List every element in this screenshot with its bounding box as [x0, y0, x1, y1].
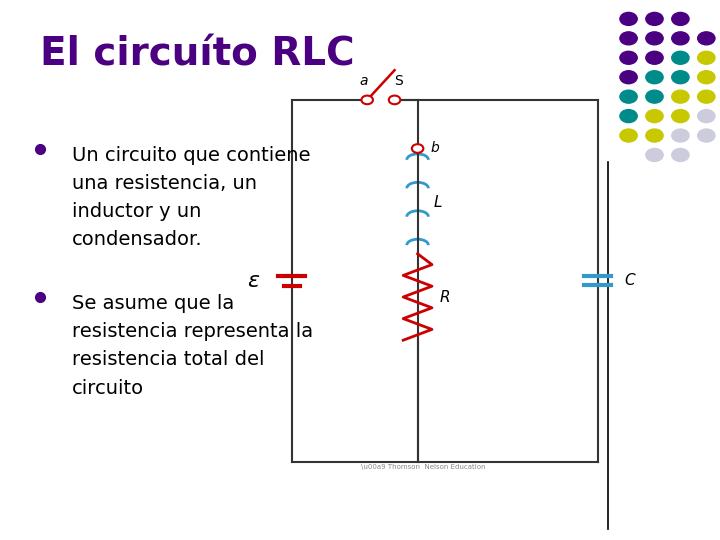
Circle shape — [620, 12, 637, 25]
Text: resistencia total del: resistencia total del — [72, 350, 264, 369]
Circle shape — [361, 96, 373, 104]
Circle shape — [698, 129, 715, 142]
Text: circuito: circuito — [72, 379, 144, 397]
Circle shape — [646, 12, 663, 25]
Circle shape — [698, 71, 715, 84]
Circle shape — [646, 129, 663, 142]
Circle shape — [698, 51, 715, 64]
Text: Se asume que la: Se asume que la — [72, 294, 234, 313]
Text: condensador.: condensador. — [72, 230, 202, 249]
Text: L: L — [433, 195, 442, 210]
Circle shape — [698, 90, 715, 103]
Circle shape — [646, 71, 663, 84]
Text: resistencia representa la: resistencia representa la — [72, 322, 313, 341]
Circle shape — [646, 51, 663, 64]
Circle shape — [672, 51, 689, 64]
Circle shape — [672, 129, 689, 142]
Text: El circuíto RLC: El circuíto RLC — [40, 35, 354, 73]
Circle shape — [646, 90, 663, 103]
Circle shape — [672, 32, 689, 45]
Circle shape — [698, 32, 715, 45]
Text: a: a — [359, 74, 368, 88]
Circle shape — [698, 110, 715, 123]
Circle shape — [646, 110, 663, 123]
Circle shape — [389, 96, 400, 104]
Circle shape — [620, 32, 637, 45]
Text: una resistencia, un: una resistencia, un — [72, 174, 257, 193]
Circle shape — [620, 110, 637, 123]
Circle shape — [620, 71, 637, 84]
Text: C: C — [624, 273, 635, 288]
Text: R: R — [439, 289, 450, 305]
Circle shape — [672, 12, 689, 25]
Circle shape — [672, 71, 689, 84]
Text: $\varepsilon$: $\varepsilon$ — [247, 271, 260, 291]
Circle shape — [620, 51, 637, 64]
Circle shape — [672, 148, 689, 161]
Circle shape — [646, 32, 663, 45]
Circle shape — [672, 90, 689, 103]
Text: inductor y un: inductor y un — [72, 202, 202, 221]
Text: Un circuito que contiene: Un circuito que contiene — [72, 146, 310, 165]
Circle shape — [672, 110, 689, 123]
Text: b: b — [431, 141, 439, 156]
Circle shape — [646, 148, 663, 161]
Text: \u00a9 Thomson  Nelson Education: \u00a9 Thomson Nelson Education — [361, 464, 485, 470]
Text: S: S — [394, 74, 402, 88]
Circle shape — [412, 144, 423, 153]
Circle shape — [620, 90, 637, 103]
Circle shape — [620, 129, 637, 142]
